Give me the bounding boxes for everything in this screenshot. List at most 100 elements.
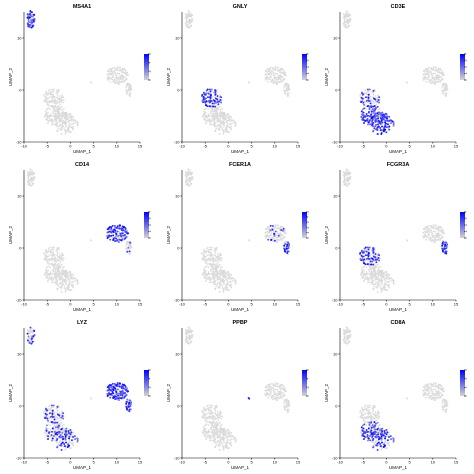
cell-point xyxy=(58,253,61,255)
cell-point xyxy=(72,115,75,118)
cell-point xyxy=(204,93,207,96)
cell-point xyxy=(209,279,212,282)
cell-point xyxy=(373,104,376,107)
cell-point xyxy=(274,225,277,228)
x-tick-label: 10 xyxy=(273,144,278,149)
cell-point xyxy=(230,122,232,125)
cell-point xyxy=(211,411,214,414)
cell-point xyxy=(51,272,53,275)
cell-point xyxy=(202,274,205,276)
cell-point xyxy=(71,284,74,287)
cell-point xyxy=(377,117,380,120)
cell-point xyxy=(56,263,59,266)
cell-point xyxy=(123,81,125,83)
cell-point xyxy=(215,406,218,409)
cell-point xyxy=(376,258,379,261)
legend-label: 2 xyxy=(148,70,152,72)
cell-point xyxy=(428,81,430,83)
cell-point xyxy=(210,88,213,91)
cell-point xyxy=(63,275,66,278)
cell-point xyxy=(68,119,71,122)
legend-label: 4 xyxy=(306,53,310,55)
cell-point xyxy=(225,127,227,130)
cell-point xyxy=(59,434,62,437)
cell-point xyxy=(64,122,67,125)
cell-point xyxy=(346,184,348,187)
cell-point xyxy=(365,254,367,257)
cell-point xyxy=(373,88,376,91)
cell-point xyxy=(212,256,214,258)
cell-point xyxy=(276,227,278,230)
cell-point xyxy=(56,426,59,429)
cell-point xyxy=(205,92,208,95)
cell-point xyxy=(28,337,31,339)
cell-point xyxy=(109,80,112,83)
x-tick-label: 5 xyxy=(408,302,411,307)
cell-point xyxy=(377,99,380,101)
cell-point xyxy=(210,111,212,113)
cell-point xyxy=(369,123,372,126)
cell-point xyxy=(379,285,382,287)
cell-point xyxy=(270,234,273,237)
cell-point xyxy=(276,69,278,72)
cell-point xyxy=(216,125,219,128)
cell-point xyxy=(60,284,63,287)
cell-point xyxy=(431,74,433,77)
cell-point xyxy=(49,113,52,115)
cell-point xyxy=(50,434,53,436)
cell-point xyxy=(343,173,346,176)
cell-point xyxy=(106,79,109,81)
cell-point xyxy=(218,126,221,129)
cell-point xyxy=(210,263,213,266)
cell-point xyxy=(118,396,121,399)
legend-label: 0 xyxy=(306,79,310,81)
cell-point xyxy=(279,225,282,228)
x-axis-label: UMAP_1 xyxy=(389,307,408,312)
cell-point xyxy=(72,122,74,125)
cell-point xyxy=(428,73,431,75)
cell-point xyxy=(124,227,127,230)
cell-point xyxy=(374,106,377,109)
cell-point xyxy=(345,10,348,12)
cell-point xyxy=(44,426,47,429)
cell-point xyxy=(57,98,60,100)
cell-point xyxy=(205,420,207,423)
cell-point xyxy=(371,249,374,252)
cell-point xyxy=(218,105,221,108)
cell-point xyxy=(380,129,383,132)
cell-point xyxy=(269,232,272,235)
cell-point xyxy=(430,73,433,75)
cell-point xyxy=(216,253,219,255)
cell-point xyxy=(377,119,380,122)
cell-point xyxy=(209,90,212,93)
cell-point xyxy=(68,277,71,280)
cell-point xyxy=(125,244,128,247)
cell-point xyxy=(435,236,438,239)
cell-point xyxy=(377,268,380,271)
cell-point xyxy=(229,126,232,129)
cell-point xyxy=(367,248,370,251)
cell-point xyxy=(276,83,278,85)
cell-point xyxy=(422,79,425,81)
cell-point xyxy=(72,441,75,444)
cell-point xyxy=(212,112,215,115)
cell-point xyxy=(274,67,277,70)
cell-point xyxy=(230,278,232,280)
cell-point xyxy=(426,234,429,237)
cell-point xyxy=(126,232,129,235)
cell-point xyxy=(52,246,55,249)
cell-point xyxy=(348,173,350,176)
cell-point xyxy=(189,178,192,180)
cell-point xyxy=(222,130,225,133)
cell-point xyxy=(213,271,216,274)
cell-point xyxy=(223,125,225,128)
cell-point xyxy=(441,244,444,247)
cell-point xyxy=(382,276,385,278)
cell-point xyxy=(29,168,32,170)
cell-point xyxy=(55,116,58,119)
cell-point xyxy=(434,83,436,85)
cell-point xyxy=(186,341,189,344)
x-tick-label: -5 xyxy=(45,460,49,465)
cell-point xyxy=(227,122,229,125)
